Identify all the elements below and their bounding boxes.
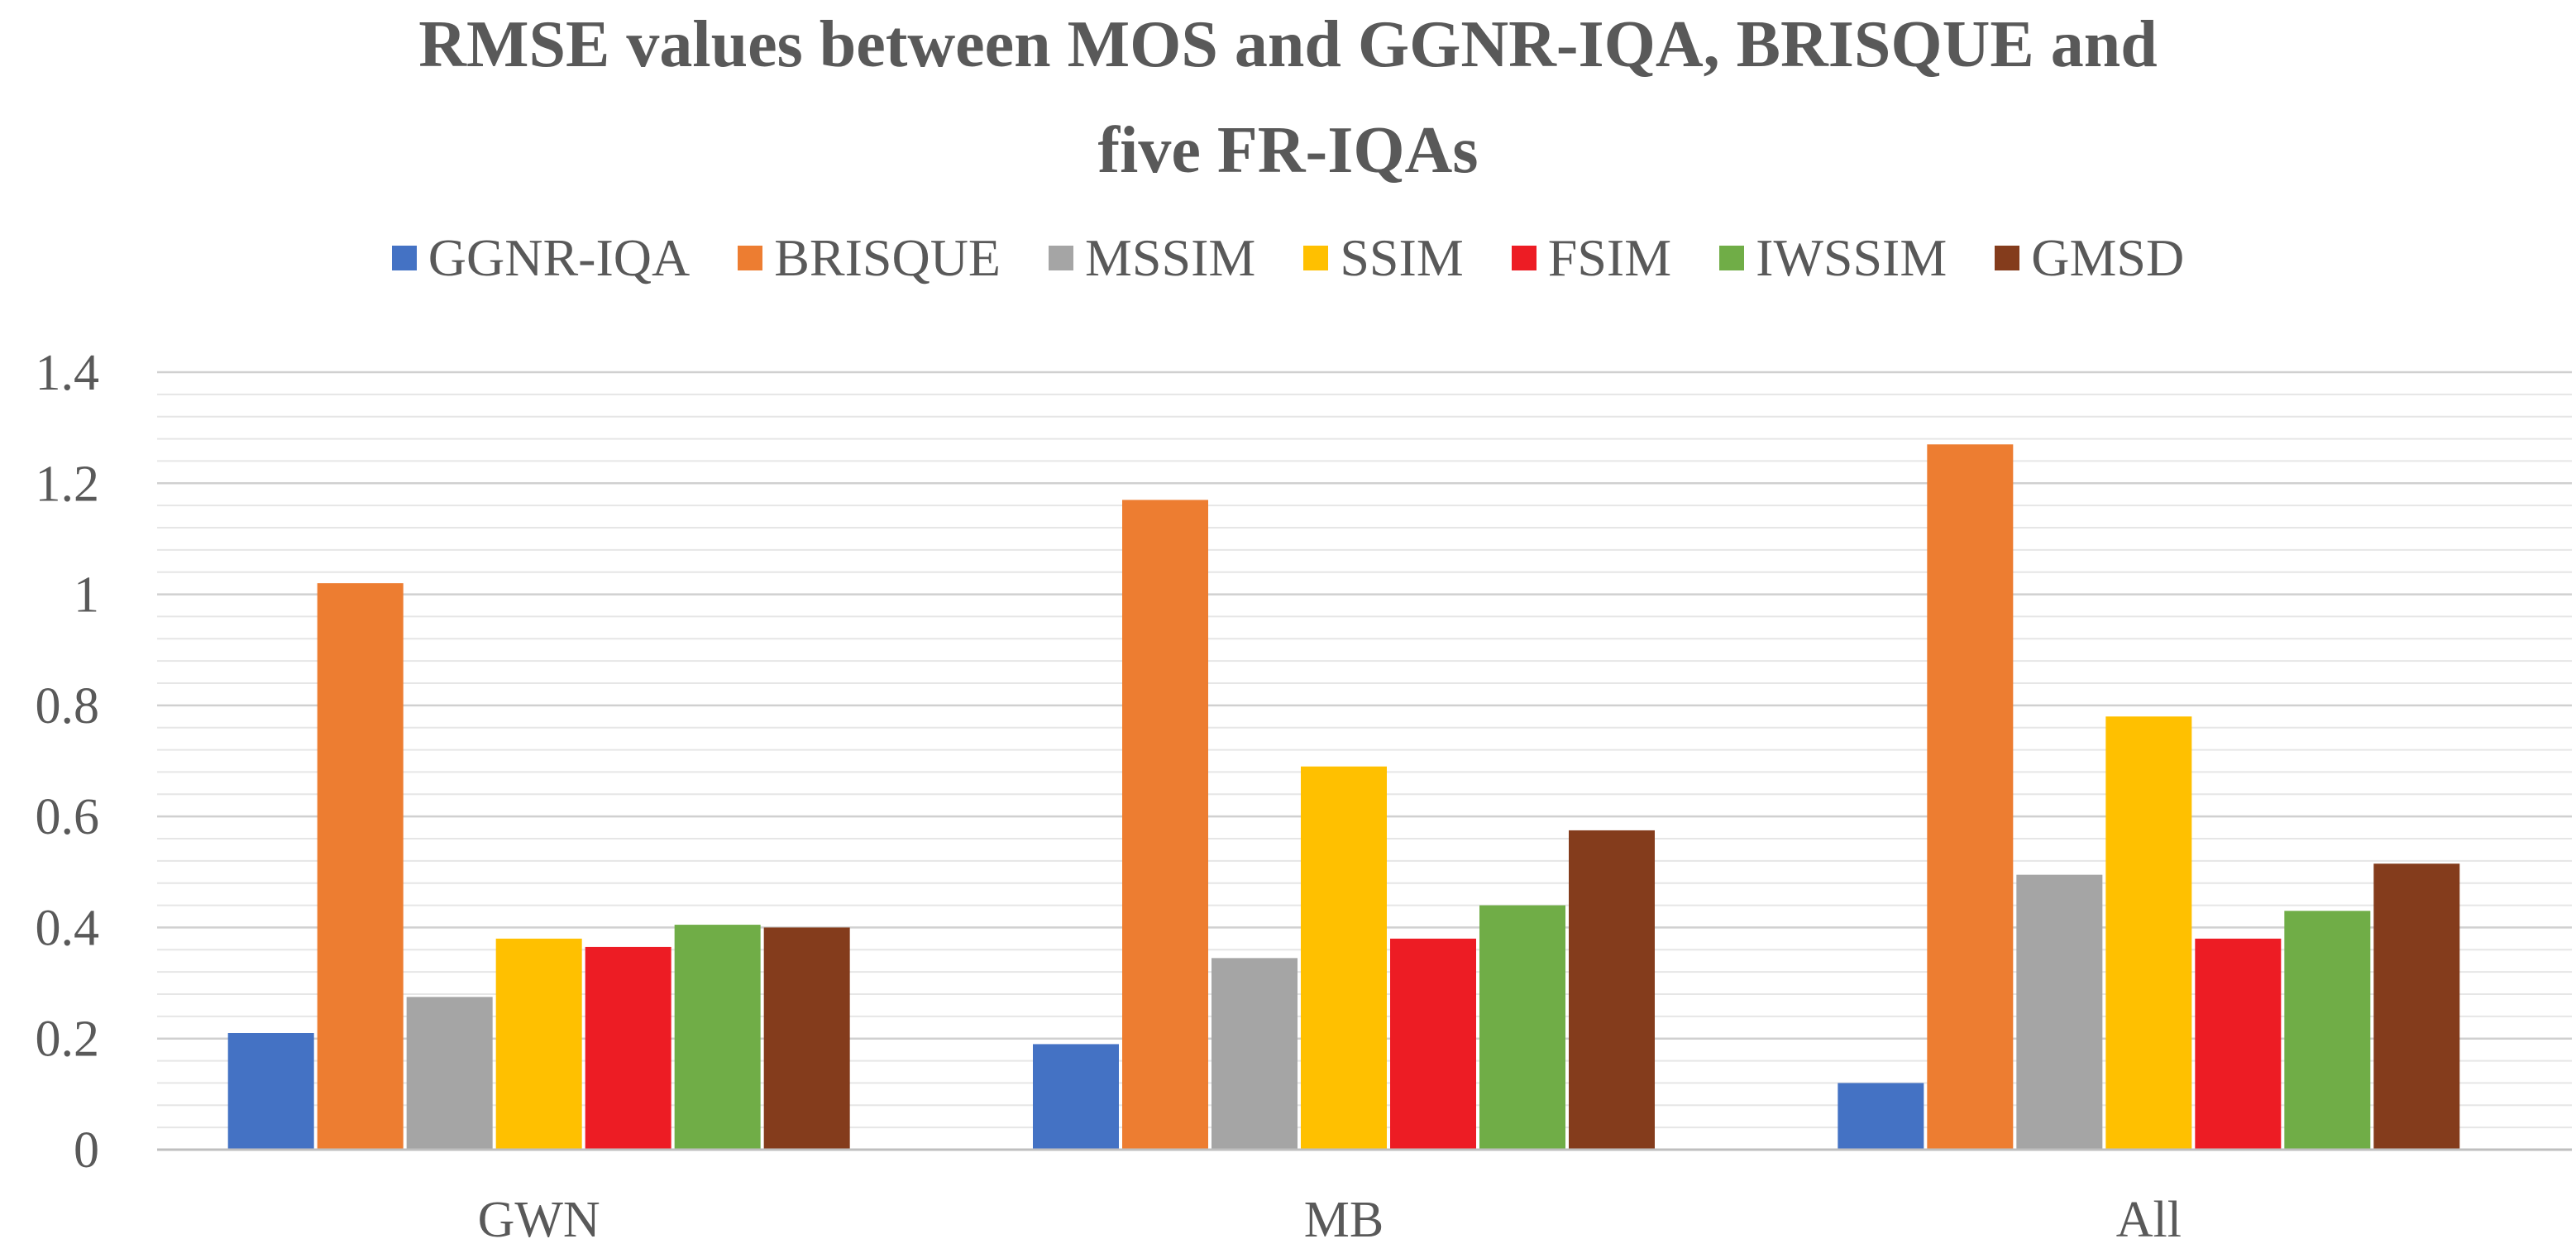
bar-fsim-mb	[1390, 938, 1476, 1150]
legend-item-ggnr-iqa: GGNR-IQA	[391, 227, 691, 289]
y-tick-label: 1.2	[36, 456, 100, 512]
bar-gmsd-gwn	[763, 927, 850, 1150]
legend-label: IWSSIM	[1756, 228, 1948, 287]
bar-brisque-all	[1927, 444, 2014, 1150]
legend-swatch	[1049, 246, 1074, 270]
bar-ggnr-iqa-gwn	[227, 1033, 314, 1150]
legend-label: MSSIM	[1085, 228, 1256, 287]
chart-title-line-2: five FR-IQAs	[1097, 114, 1479, 187]
legend-label: GMSD	[2031, 228, 2185, 287]
legend-swatch	[738, 246, 763, 270]
y-tick-label: 0	[74, 1122, 99, 1179]
x-category-label: GWN	[478, 1192, 600, 1248]
legend-swatch	[1303, 246, 1329, 270]
legend-label: SSIM	[1340, 228, 1464, 287]
legend-item-gmsd: GMSD	[1995, 227, 2184, 289]
legend-item-brisque: BRISQUE	[738, 227, 1001, 289]
legend-item-mssim: MSSIM	[1049, 227, 1255, 289]
legend-swatch	[1511, 246, 1537, 270]
y-tick-label: 0.4	[36, 900, 100, 956]
bar-mssim-gwn	[406, 997, 493, 1150]
bar-iwssim-gwn	[674, 925, 761, 1150]
legend-swatch	[1995, 246, 2020, 270]
bar-ssim-all	[2105, 716, 2192, 1150]
legend-item-ssim: SSIM	[1303, 227, 1464, 289]
bar-ggnr-iqa-all	[1838, 1083, 1924, 1150]
bar-ssim-gwn	[495, 938, 582, 1150]
bar-brisque-gwn	[317, 583, 404, 1150]
y-tick-label: 0.2	[36, 1012, 100, 1068]
bar-ggnr-iqa-mb	[1033, 1044, 1119, 1150]
y-tick-label: 1	[74, 567, 99, 624]
legend-swatch	[1719, 246, 1745, 270]
chart-title-line-1: RMSE values between MOS and GGNR-IQA, BR…	[418, 8, 2158, 81]
x-category-label: All	[2116, 1192, 2182, 1248]
legend-label: BRISQUE	[774, 228, 1001, 287]
bar-gmsd-all	[2373, 863, 2460, 1150]
legend-label: GGNR-IQA	[428, 228, 691, 287]
bar-mssim-mb	[1212, 958, 1298, 1150]
bar-fsim-all	[2195, 938, 2282, 1150]
legend: GGNR-IQA BRISQUE MSSIM SSIM FSIM IWSSIM GMSD	[0, 227, 2576, 289]
legend-swatch	[391, 246, 417, 270]
legend-item-fsim: FSIM	[1511, 227, 1672, 289]
y-tick-label: 0.8	[36, 678, 100, 734]
bar-brisque-mb	[1122, 500, 1208, 1150]
bar-iwssim-mb	[1479, 905, 1565, 1150]
bar-iwssim-all	[2284, 911, 2371, 1150]
bar-fsim-gwn	[585, 946, 671, 1150]
legend-label: FSIM	[1547, 228, 1672, 287]
y-tick-label: 0.6	[36, 789, 100, 845]
y-tick-label: 1.4	[36, 345, 100, 401]
bar-mssim-all	[2016, 874, 2103, 1150]
legend-item-iwssim: IWSSIM	[1719, 227, 1947, 289]
x-category-label: MB	[1304, 1192, 1384, 1248]
bar-ssim-mb	[1301, 766, 1387, 1150]
bar-gmsd-mb	[1569, 830, 1655, 1150]
